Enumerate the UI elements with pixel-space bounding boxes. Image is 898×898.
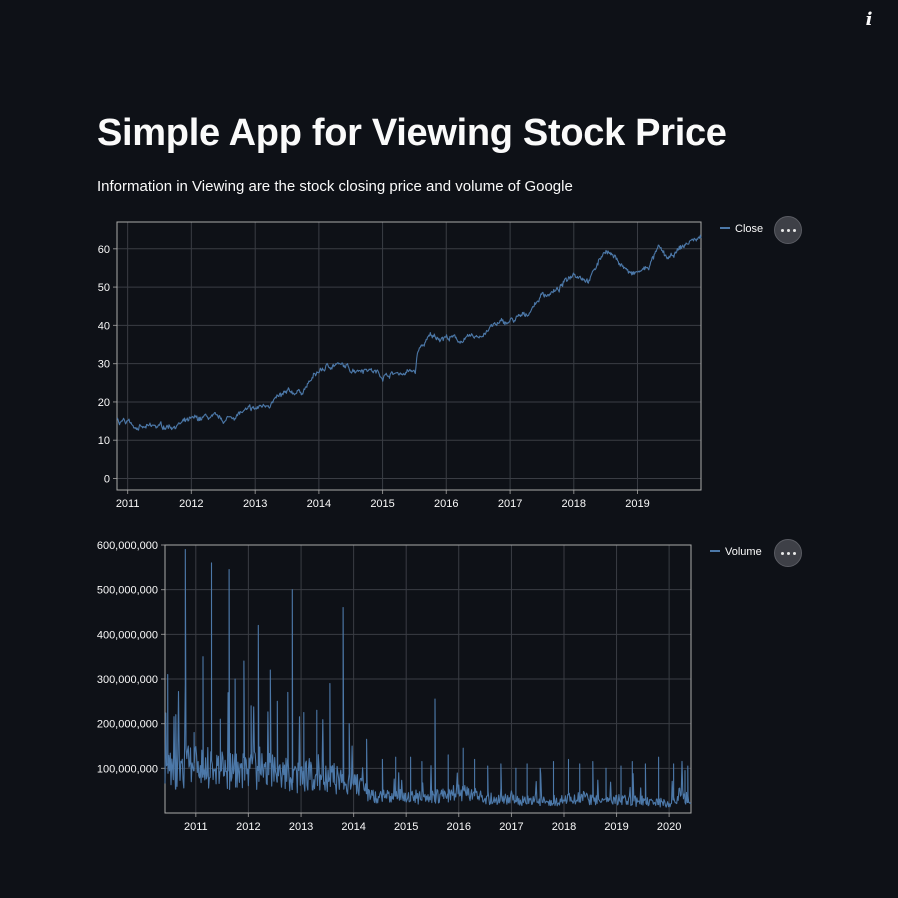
y-tick-label: 200,000,000 — [97, 719, 158, 731]
x-tick-label: 2018 — [562, 498, 586, 510]
y-tick-label: 500,000,000 — [97, 585, 158, 597]
volume-chart-more-button[interactable] — [774, 539, 802, 567]
grid — [161, 544, 691, 817]
info-icon[interactable]: i — [865, 9, 873, 30]
x-tick-label: 2014 — [307, 498, 331, 510]
x-tick-label: 2011 — [116, 498, 140, 510]
x-tick-label: 2011 — [184, 821, 208, 833]
y-tick-label: 100,000,000 — [97, 763, 158, 775]
x-tick-label: 2020 — [657, 821, 681, 833]
legend: Close — [720, 223, 763, 235]
y-tick-label: 50 — [98, 282, 110, 294]
x-tick-label: 2014 — [341, 821, 365, 833]
y-tick-label: 10 — [98, 435, 110, 447]
x-tick-label: 2013 — [289, 821, 313, 833]
page-title: Simple App for Viewing Stock Price — [97, 112, 727, 154]
plot-frame — [116, 221, 702, 491]
y-tick-label: 40 — [98, 320, 110, 332]
y-tick-label: 60 — [98, 244, 110, 256]
close-chart-more-button[interactable] — [774, 216, 802, 244]
close-price-chart[interactable]: 0 10 20 30 40 50 60 2011 2012 2013 2014 2015 2016 201… — [0, 210, 898, 510]
series-line-close — [116, 234, 702, 431]
x-tick-label: 2012 — [179, 498, 203, 510]
x-tick-label: 2016 — [446, 821, 470, 833]
x-tick-label: 2019 — [604, 821, 628, 833]
page-subtitle: Information in Viewing are the stock clo… — [97, 178, 573, 195]
y-tick-label: 20 — [98, 397, 110, 409]
y-tick-label: 400,000,000 — [97, 629, 158, 641]
x-tick-label: 2012 — [236, 821, 260, 833]
y-tick-label: 30 — [98, 359, 110, 371]
legend: Volume — [710, 546, 762, 558]
grid — [113, 222, 701, 494]
series-line-volume — [164, 548, 692, 808]
legend-label: Volume — [725, 546, 762, 558]
x-tick-label: 2017 — [498, 498, 522, 510]
y-tick-label: 0 — [104, 474, 110, 486]
x-tick-label: 2019 — [625, 498, 649, 510]
plot-frame — [164, 544, 692, 814]
x-tick-label: 2015 — [394, 821, 418, 833]
volume-chart[interactable]: 100,000,000 200,000,000 300,000,000 400,000… — [0, 535, 898, 835]
x-tick-label: 2016 — [434, 498, 458, 510]
x-tick-label: 2013 — [243, 498, 267, 510]
x-tick-label: 2018 — [552, 821, 576, 833]
y-tick-label: 300,000,000 — [97, 674, 158, 686]
y-tick-label: 600,000,000 — [97, 540, 158, 552]
x-tick-label: 2015 — [370, 498, 394, 510]
x-tick-label: 2017 — [499, 821, 523, 833]
legend-label: Close — [735, 223, 763, 235]
